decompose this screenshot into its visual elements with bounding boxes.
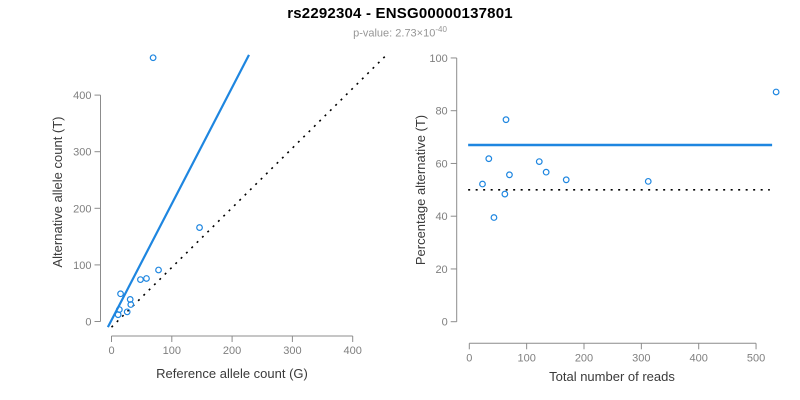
data-point <box>506 171 513 179</box>
data-point <box>127 301 135 308</box>
x-tick-label: 0 <box>108 345 114 357</box>
x-tick-label: 400 <box>690 352 708 364</box>
data-point <box>485 155 493 163</box>
plot-subtitle: p-value: 2.73×10-40 <box>0 25 800 40</box>
data-point <box>542 168 550 176</box>
y-tick-label: 300 <box>73 147 91 159</box>
pvalue-exponent: -40 <box>435 25 447 34</box>
y-tick-label: 80 <box>435 106 447 118</box>
x-tick-label: 300 <box>283 345 301 357</box>
pvalue-text: p-value: 2.73×10 <box>353 27 436 40</box>
data-point <box>490 214 498 221</box>
data-point <box>501 190 509 198</box>
x-tick-label: 100 <box>163 345 181 357</box>
data-point <box>123 308 131 316</box>
percentage-vs-reads-scatter: 0 100 200 300 400 500 0 20 40 60 80 100 Total number… <box>413 53 780 384</box>
data-point <box>479 180 486 188</box>
data-point <box>772 88 780 96</box>
data-point <box>149 54 157 62</box>
data-point <box>155 266 162 274</box>
x-tick-label: 0 <box>466 352 472 364</box>
x-tick-label: 400 <box>344 345 362 357</box>
x-axis-title: Total number of reads <box>549 369 675 384</box>
y-tick-label: 20 <box>435 264 447 276</box>
identity-line <box>110 53 388 328</box>
data-point <box>644 177 652 185</box>
y-axis-title: Alternative allele count (T) <box>50 116 65 267</box>
data-point <box>535 158 543 166</box>
fitted-ratio-line <box>106 54 250 328</box>
y-tick-label: 100 <box>429 53 447 65</box>
x-tick-label: 200 <box>223 345 241 357</box>
y-tick-label: 40 <box>435 211 447 223</box>
y-tick-label: 400 <box>73 90 91 102</box>
plot-title: rs2292304 - ENSG00000137801 <box>287 5 513 22</box>
data-point <box>114 311 122 319</box>
y-tick-label: 200 <box>73 203 91 215</box>
data-point <box>562 176 570 184</box>
y-tick-label: 0 <box>442 317 448 329</box>
x-tick-label: 300 <box>632 352 650 364</box>
y-axis-title: Percentage alternative (T) <box>413 115 428 265</box>
y-tick-label: 100 <box>73 260 91 272</box>
data-point <box>196 224 203 231</box>
x-axis-title: Reference allele count (G) <box>156 366 308 381</box>
data-point <box>143 275 150 282</box>
x-tick-label: 100 <box>517 352 535 364</box>
x-tick-label: 200 <box>575 352 593 364</box>
y-tick-label: 0 <box>85 317 91 329</box>
data-point <box>502 116 510 124</box>
x-tick-label: 500 <box>747 352 765 364</box>
allele-count-scatter: 0 100 200 300 400 0 100 200 300 400 Reference alle… <box>50 53 388 381</box>
y-tick-label: 60 <box>435 158 447 170</box>
data-point <box>117 290 124 298</box>
data-point <box>137 276 144 284</box>
